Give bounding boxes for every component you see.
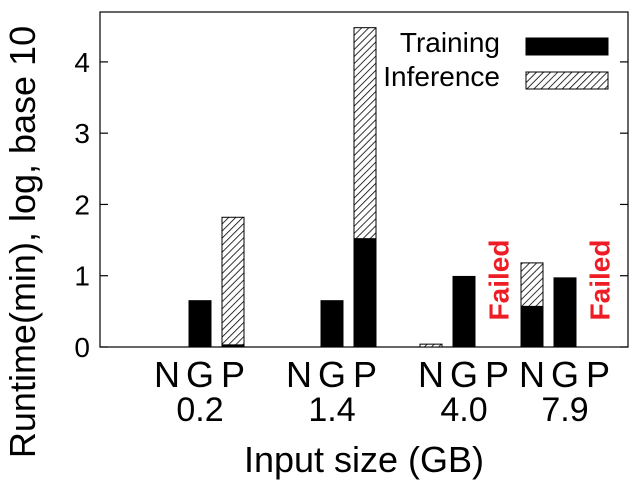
x-axis-label: Input size (GB): [244, 439, 484, 480]
group-label: 1.4: [308, 391, 355, 429]
y-tick-label: 1: [74, 261, 90, 292]
legend-swatch: [525, 71, 609, 90]
y-axis-label: Runtime(min), log, base 10: [2, 26, 43, 458]
bars: Failed Failed: [188, 27, 616, 348]
y-axis: 0 1 2 3 4: [74, 47, 628, 363]
bar-training: [553, 277, 577, 348]
system-label: N: [519, 354, 545, 395]
system-label: N: [418, 354, 444, 395]
bar-training: [188, 300, 212, 348]
bar-training: [320, 300, 344, 348]
y-tick-label: 3: [74, 118, 90, 149]
legend-label: Inference: [383, 61, 500, 92]
group-label: 0.2: [176, 391, 223, 429]
legend-swatch: [525, 37, 609, 56]
bar-training: [520, 305, 544, 348]
bar-inference: [419, 343, 443, 348]
system-label: G: [551, 354, 579, 395]
group-label: 7.9: [541, 391, 588, 429]
system-label: P: [586, 354, 610, 395]
system-label: G: [186, 354, 214, 395]
bar-training: [353, 238, 377, 348]
system-label: G: [450, 354, 478, 395]
y-tick-label: 2: [74, 189, 90, 220]
y-tick-label: 4: [74, 47, 90, 78]
legend-label: Training: [400, 27, 500, 58]
failed-label: Failed: [484, 240, 515, 321]
failed-label: Failed: [585, 240, 616, 321]
system-label: G: [318, 354, 346, 395]
bar-training: [452, 275, 476, 348]
bar-inference: [520, 262, 544, 307]
y-tick-label: 0: [74, 332, 90, 363]
system-label: P: [485, 354, 509, 395]
bar-inference: [353, 27, 377, 240]
system-label: N: [286, 354, 312, 395]
x-axis-labels: N G P0.2N G P1.4N G P4.0N G P7.9: [154, 354, 610, 429]
group-label: 4.0: [440, 391, 487, 429]
system-label: N: [154, 354, 180, 395]
bar-inference: [221, 216, 245, 346]
system-label: P: [221, 354, 245, 395]
system-label: P: [353, 354, 377, 395]
